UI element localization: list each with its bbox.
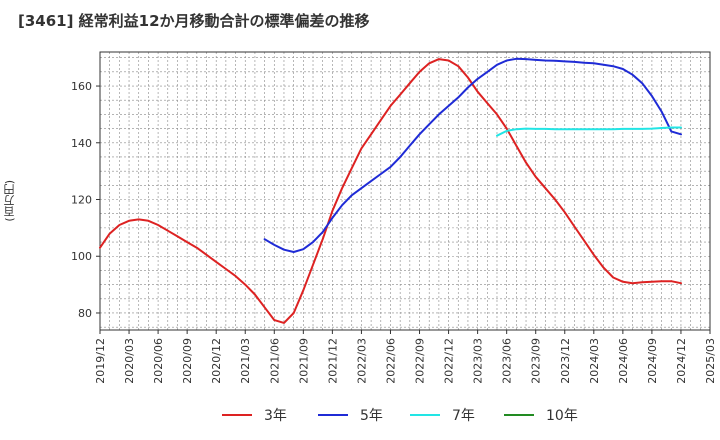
y-tick-label: 140 xyxy=(71,137,92,150)
x-tick-label: 2020/03 xyxy=(123,338,136,384)
series-line-7年 xyxy=(496,126,682,137)
x-tick-label: 2024/06 xyxy=(617,338,630,384)
series-lines xyxy=(99,57,682,324)
x-tick-label: 2022/12 xyxy=(443,338,456,384)
y-axis-ticks: 80 100 120 140 160 xyxy=(71,80,100,320)
x-tick-label: 2022/06 xyxy=(384,338,397,384)
y-tick-label: 80 xyxy=(78,307,92,320)
series-line-5年 xyxy=(263,57,682,253)
plot-background xyxy=(100,52,710,330)
x-tick-label: 2023/03 xyxy=(472,338,485,384)
legend-label: 10年 xyxy=(546,408,578,424)
y-tick-label: 120 xyxy=(71,194,92,207)
x-tick-label: 2021/06 xyxy=(268,338,281,384)
x-tick-label: 2020/06 xyxy=(152,338,165,384)
x-tick-label: 2023/09 xyxy=(530,338,543,384)
plot-frame xyxy=(99,51,711,331)
x-tick-label: 2023/12 xyxy=(559,338,572,384)
x-tick-label: 2021/09 xyxy=(297,338,310,384)
legend-label: 3年 xyxy=(264,408,287,424)
x-tick-label: 2022/03 xyxy=(355,338,368,384)
x-tick-label: 2020/12 xyxy=(210,338,223,384)
y-tick-label: 100 xyxy=(71,250,92,263)
x-tick-label: 2021/12 xyxy=(326,338,339,384)
x-tick-label: 2019/12 xyxy=(94,338,107,384)
legend: 3年 5年 7年 10年 xyxy=(222,408,578,424)
x-tick-label: 2024/03 xyxy=(588,338,601,384)
x-axis-ticks: 2019/12 2020/03 2020/06 2020/09 2020/12 2021/… xyxy=(94,330,717,384)
y-tick-label: 160 xyxy=(71,80,92,93)
x-tick-label: 2023/06 xyxy=(501,338,514,384)
x-tick-label: 2024/12 xyxy=(675,338,688,384)
x-tick-label: 2021/03 xyxy=(239,338,252,384)
x-tick-label: 2020/09 xyxy=(181,338,194,384)
x-tick-label: 2024/09 xyxy=(646,338,659,384)
x-tick-label: 2022/09 xyxy=(414,338,427,384)
legend-label: 5年 xyxy=(360,408,383,424)
legend-label: 7年 xyxy=(452,408,475,424)
series-line-3年 xyxy=(99,58,682,324)
chart-title: [3461] 経常利益12か月移動合計の標準偏差の推移 xyxy=(18,12,370,30)
x-tick-label: 2025/03 xyxy=(704,338,717,384)
